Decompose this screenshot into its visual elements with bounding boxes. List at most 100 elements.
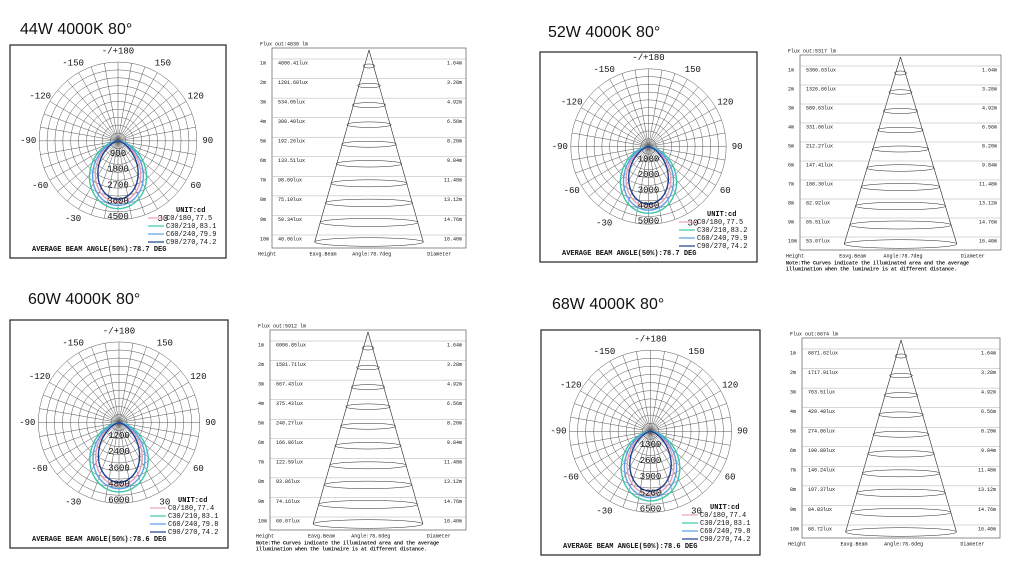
- polar-spoke: [90, 66, 119, 141]
- polar-frame: [9, 44, 227, 259]
- angle-label: 120: [188, 91, 204, 101]
- legend-label: UNIT:cd: [176, 207, 205, 215]
- diameter-label: 3.28m: [981, 370, 996, 376]
- polar-spoke: [571, 146, 649, 161]
- panel: 60W 4000K 80° -/+180 -150 150 -120 120 -90 90 -6…: [9, 291, 467, 552]
- angle-label: -150: [594, 347, 616, 357]
- polar-spoke: [39, 422, 120, 437]
- legend-label: C90/270,74.2: [700, 536, 750, 544]
- intensity-curve: [94, 140, 142, 204]
- polar-spoke: [571, 132, 649, 147]
- lux-label: 1326.66lux: [806, 86, 836, 92]
- radial-label: 3900: [640, 472, 662, 482]
- illuminated-area: [312, 519, 424, 529]
- intensity-curve: [91, 140, 145, 207]
- radial-label: 5200: [640, 488, 662, 498]
- polar-spoke: [609, 360, 651, 432]
- polar-spoke: [39, 408, 120, 423]
- polar-spoke: [588, 96, 649, 147]
- lux-label: 589.63lux: [806, 105, 833, 111]
- angle-label: -120: [29, 91, 51, 101]
- angle-label: -30: [596, 219, 612, 229]
- polar-spoke: [621, 73, 649, 147]
- intensity-curve: [97, 421, 141, 484]
- radial-label: 6000: [108, 496, 130, 506]
- polar-spoke: [648, 146, 676, 220]
- illuminated-area: [352, 102, 386, 108]
- radial-label: 2400: [108, 447, 130, 457]
- illuminated-area: [346, 121, 392, 128]
- lux-label: 93.86lux: [276, 479, 300, 485]
- height-label: 7m: [258, 460, 264, 466]
- diameter-label: 14.76m: [979, 219, 997, 225]
- cone-frame: [801, 337, 1001, 539]
- legend-label: C0/180,77.5: [166, 215, 212, 223]
- lux-label: 53.07lux: [806, 238, 830, 244]
- height-label: 10m: [260, 236, 269, 242]
- illuminated-area: [866, 164, 935, 172]
- lux-label: 240.27lux: [276, 421, 303, 427]
- polar-spoke: [648, 146, 726, 161]
- diameter-label: 4.92m: [981, 389, 996, 395]
- angle-label: -120: [29, 372, 51, 382]
- polar-spoke: [650, 351, 665, 432]
- lux-label: 331.66lux: [806, 124, 833, 130]
- polar-spoke: [588, 431, 651, 484]
- height-label: 2m: [260, 80, 266, 86]
- footer-label: Diameter: [961, 253, 985, 259]
- radial-label: 5000: [638, 217, 660, 227]
- illuminated-area: [860, 183, 941, 191]
- note: Note:The Curves indicate the illuminated…: [256, 540, 439, 546]
- footer-label: Angle:78.7deg: [352, 251, 391, 257]
- polar-spoke: [570, 431, 651, 446]
- polar-spoke: [57, 140, 119, 192]
- polar-spoke: [650, 360, 692, 432]
- footer-label: Eavg.Beam: [839, 253, 866, 259]
- diameter-label: 8.20m: [447, 421, 462, 427]
- polar-spoke: [650, 416, 731, 432]
- polar-spoke: [648, 69, 663, 147]
- intensity-curve: [629, 430, 672, 492]
- footer-label: Angle:78.6deg: [351, 533, 390, 539]
- illuminated-area: [850, 508, 952, 517]
- polar-spoke: [104, 343, 120, 423]
- polar-spoke: [598, 369, 651, 432]
- polar-spoke: [636, 351, 651, 432]
- polar-spoke: [117, 126, 196, 142]
- angle-label: 150: [155, 58, 171, 68]
- radial-label: 1300: [640, 440, 662, 450]
- polar-spoke: [117, 63, 132, 141]
- illuminated-area: [329, 461, 407, 470]
- footer-label: Eavg.Beam: [308, 533, 335, 539]
- angle-label: -/+180: [634, 335, 666, 345]
- diameter-label: 11.48m: [979, 181, 997, 187]
- legend-label: C30/210,83.2: [697, 227, 747, 235]
- polar-spoke: [117, 66, 146, 141]
- diameter-label: 4.92m: [447, 381, 462, 387]
- lux-label: 5306.63lux: [806, 67, 836, 73]
- polar-spoke: [650, 390, 721, 432]
- lux-label: 74.16lux: [276, 499, 300, 505]
- angle-label: 120: [722, 381, 738, 391]
- footer-label: Eavg.Beam: [310, 251, 337, 257]
- cone-frame: [799, 54, 1002, 251]
- flux-label: Flux out:4830 lm: [260, 41, 308, 47]
- legend-label: UNIT:cd: [707, 211, 736, 219]
- illuminated-area: [345, 403, 391, 410]
- angle-label: -150: [593, 65, 615, 75]
- polar-spoke: [648, 107, 716, 147]
- diameter-label: 13.12m: [444, 197, 462, 203]
- footer-label: Height: [256, 533, 274, 539]
- panel: 52W 4000K 80° -/+180 -150 150 -120 120 -90 90 -6…: [539, 24, 1002, 272]
- illuminated-area: [845, 527, 957, 537]
- diameter-label: 13.12m: [979, 200, 997, 206]
- angle-label: 30: [157, 214, 168, 224]
- diameter-label: 11.48m: [444, 460, 462, 466]
- height-label: 5m: [790, 429, 796, 435]
- height-label: 2m: [788, 86, 794, 92]
- intensity-curve: [619, 145, 678, 215]
- height-label: 8m: [258, 479, 264, 485]
- polar-spoke: [648, 132, 726, 147]
- polar-spoke: [581, 107, 649, 147]
- polar-spoke: [118, 343, 134, 423]
